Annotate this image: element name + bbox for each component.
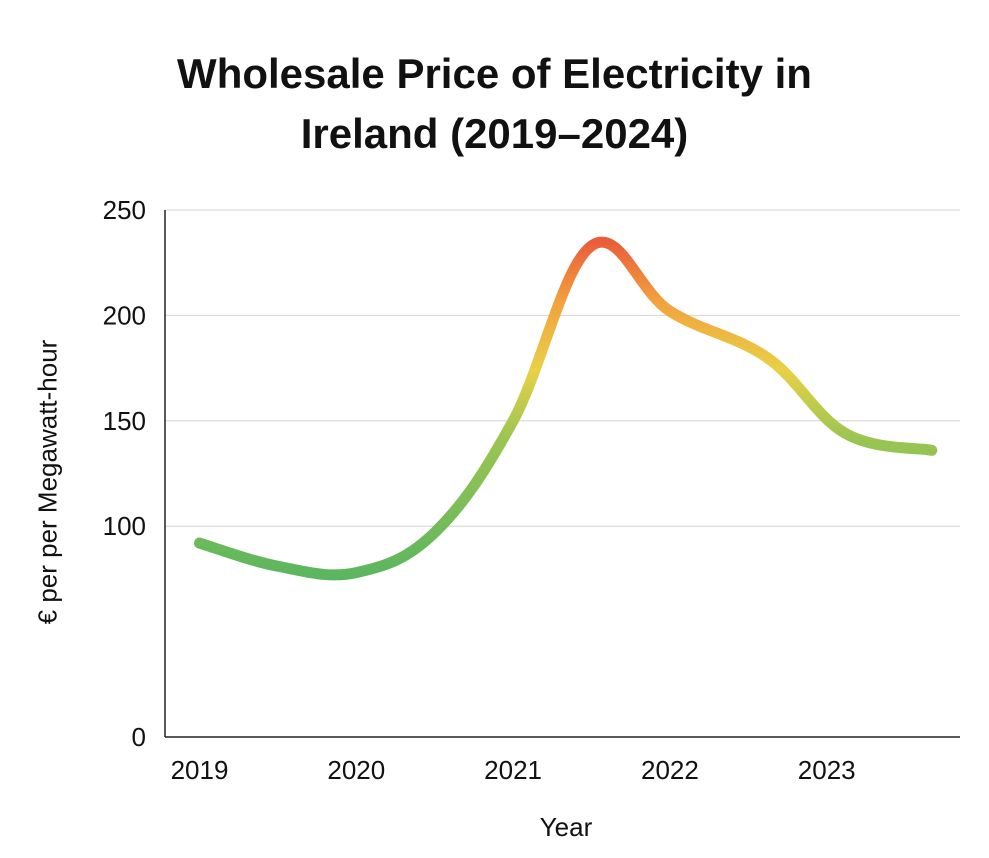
chart-title-line-1: Wholesale Price of Electricity in bbox=[177, 50, 812, 97]
y-tick-label: 200 bbox=[103, 300, 146, 330]
x-tick-label: 2023 bbox=[798, 755, 856, 785]
y-tick-label: 0 bbox=[132, 722, 146, 752]
x-tick-label: 2021 bbox=[484, 755, 542, 785]
x-tick-label: 2020 bbox=[327, 755, 385, 785]
chart-title-line-2: Ireland (2019–2024) bbox=[300, 110, 689, 157]
series-line bbox=[193, 236, 938, 581]
x-axis-label: Year bbox=[539, 812, 593, 842]
chart-title: Wholesale Price of Electricity in Irelan… bbox=[0, 44, 989, 164]
y-tick-label: 100 bbox=[103, 511, 146, 541]
x-tick-label: 2019 bbox=[171, 755, 229, 785]
y-axis-label: € per per Megawatt-hour bbox=[32, 339, 63, 625]
y-tick-label: 150 bbox=[103, 406, 146, 436]
x-tick-label: 2022 bbox=[641, 755, 699, 785]
y-tick-label: 250 bbox=[103, 195, 146, 225]
